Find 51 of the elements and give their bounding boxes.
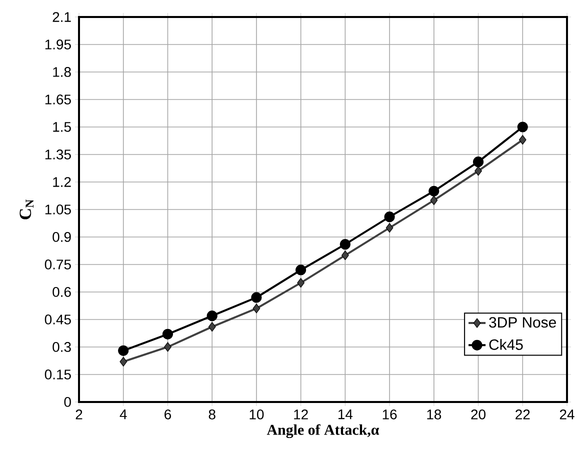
point	[164, 342, 172, 352]
point	[428, 186, 440, 196]
legend-label: 3DP Nose	[489, 317, 556, 328]
point	[297, 278, 304, 288]
x-tick-label: 4	[120, 410, 127, 420]
point	[296, 264, 306, 276]
y-tick-label: 0	[64, 397, 71, 407]
y-tick-label: 1.2	[53, 177, 71, 187]
y-tick-label: 1.5	[53, 122, 71, 132]
point	[251, 292, 262, 303]
point	[517, 122, 528, 132]
point	[118, 345, 129, 356]
point	[206, 310, 218, 322]
point	[474, 166, 482, 176]
y-tick-label: 1.8	[53, 67, 71, 77]
x-tick-label: 18	[427, 409, 442, 420]
y-tick-label: 2.1	[52, 12, 71, 22]
point	[518, 135, 526, 145]
x-axis-title: Angle of Attack,α	[266, 424, 380, 438]
y-tick-label: 0.3	[52, 342, 71, 352]
point	[162, 328, 174, 340]
y-tick-label: 0.9	[52, 232, 71, 242]
point	[340, 239, 350, 250]
x-tick-label: 12	[294, 409, 308, 420]
y-tick-label: 0.6	[52, 287, 71, 297]
point	[472, 156, 484, 168]
point	[342, 250, 349, 260]
x-tick-label: 10	[250, 409, 264, 420]
point	[386, 223, 394, 233]
y-tick-label: 1.35	[45, 150, 71, 160]
point	[120, 356, 128, 366]
y-tick-label: 0.15	[44, 370, 71, 380]
x-tick-label: 2	[76, 409, 82, 420]
y-tick-label: 1.65	[45, 94, 71, 104]
x-tick-label: 6	[164, 409, 171, 420]
point	[384, 212, 395, 222]
point	[208, 322, 216, 332]
x-tick-label: 8	[208, 409, 216, 420]
y-tick-label: 1.95	[45, 40, 71, 50]
point	[252, 304, 260, 314]
text: C$_{N}$	[20, 199, 34, 220]
point	[430, 196, 438, 206]
x-tick-label: 24	[560, 409, 574, 420]
y-tick-label: 1.05	[45, 204, 71, 214]
x-tick-label: 22	[516, 409, 530, 420]
legend-label: Ck45	[489, 338, 523, 350]
x-tick-label: 14	[338, 410, 353, 420]
y-tick-label: 0.75	[44, 260, 71, 270]
x-tick-label: 16	[382, 409, 397, 420]
x-tick-label: 20	[471, 409, 486, 420]
y-tick-label: 0.45	[44, 314, 71, 324]
